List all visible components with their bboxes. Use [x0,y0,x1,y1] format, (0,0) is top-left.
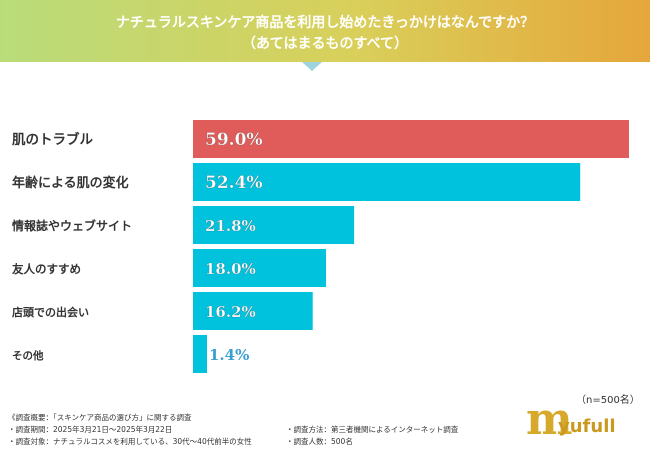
category-label: 肌のトラブル [12,131,93,148]
survey-note-method: ・調査方法：第三者機関によるインターネット調査 [286,425,459,434]
logo-mark: m [526,394,573,445]
header-pointer [302,62,322,71]
bar [193,206,355,244]
value-label: 59.0% [205,130,263,150]
sample-size: （n=500名） [576,395,640,406]
category-label: 店頭での出会い [12,305,89,319]
category-label: 情報誌やウェブサイト [12,218,132,233]
value-label: 16.2% [205,303,256,321]
bar [193,163,581,201]
category-label: 友人のすすめ [12,262,81,276]
survey-notes-left: 《調査概要：「スキンケア商品の選び方」に関する調査 ・調査期間：2025年3月2… [8,412,252,448]
value-label: 18.0% [205,260,256,278]
survey-note-count: ・調査人数：500名 [286,437,353,446]
bar-chart: 肌のトラブル 59.0% 年齢による肌の変化 52.4% 情報誌やウェブサイト 21.8%… [12,120,629,373]
category-label: その他 [12,349,44,362]
survey-note-period: ・調査期間：2025年3月21日～2025年3月22日 [8,425,173,434]
value-label: 21.8% [205,217,256,235]
survey-notes-right: ・調査方法：第三者機関によるインターネット調査 ・調査人数：500名 [286,424,458,448]
bar [193,335,207,373]
value-label: 52.4% [205,173,263,193]
bar [193,249,327,287]
chart-header: ナチュラルスキンケア商品を利用し始めたきっかけはなんですか？ （あてはまるものす… [0,0,650,62]
myufull-logo: m yufull [526,398,636,444]
category-label: 年齢による肌の変化 [12,175,129,191]
bar [193,120,629,158]
value-label: 1.4% [209,346,249,364]
bar [193,292,313,330]
survey-note-target: ・調査対象：ナチュラルコスメを利用している、30代～40代前半の女性 [8,437,252,446]
chart-subtitle: （あてはまるものすべて） [242,36,408,52]
chart-title: ナチュラルスキンケア商品を利用し始めたきっかけはなんですか？ [115,15,535,31]
survey-note-overview: 《調査概要：「スキンケア商品の選び方」に関する調査 [8,413,192,422]
logo-wordmark: yufull [558,416,616,437]
